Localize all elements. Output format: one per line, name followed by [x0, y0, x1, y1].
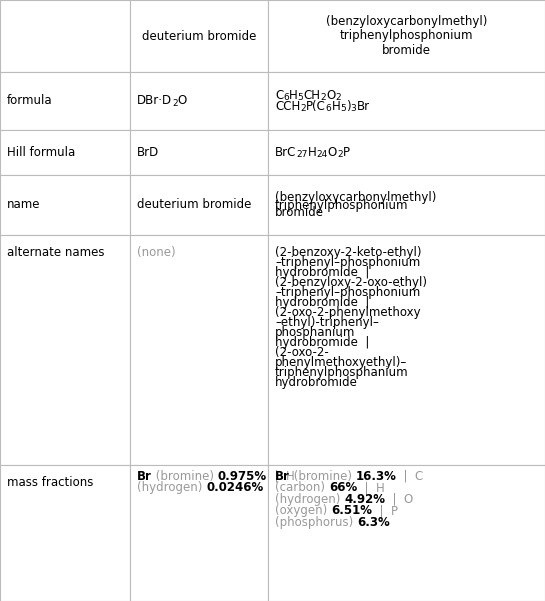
- Text: name: name: [7, 198, 40, 212]
- Text: 6: 6: [326, 104, 331, 113]
- Text: 66%: 66%: [329, 481, 357, 494]
- Text: 27: 27: [296, 150, 308, 159]
- Text: CH: CH: [304, 90, 320, 102]
- Text: DBr·D: DBr·D: [137, 94, 172, 108]
- Text: 24: 24: [317, 150, 328, 159]
- Text: –triphenyl–phosphonium: –triphenyl–phosphonium: [275, 286, 420, 299]
- Text: Br: Br: [137, 470, 152, 483]
- Bar: [130, 465, 268, 601]
- Text: 5: 5: [298, 93, 304, 102]
- Text: (2-oxo-2-: (2-oxo-2-: [275, 346, 329, 359]
- Text: 2: 2: [172, 99, 178, 108]
- Text: –triphenyl–phosphonium: –triphenyl–phosphonium: [275, 256, 420, 269]
- Text: (hydrogen): (hydrogen): [275, 493, 344, 506]
- Text: phosphanium: phosphanium: [275, 326, 355, 339]
- Bar: [268, 130, 545, 175]
- Text: |  O: | O: [385, 493, 413, 506]
- Text: ): ): [346, 100, 350, 113]
- Text: formula: formula: [7, 94, 53, 108]
- Text: (oxygen): (oxygen): [275, 504, 331, 517]
- Text: 4.92%: 4.92%: [344, 493, 385, 506]
- Text: 6.3%: 6.3%: [357, 516, 390, 529]
- Bar: [268, 175, 545, 235]
- Text: 2: 2: [335, 93, 341, 102]
- Text: C: C: [275, 90, 283, 102]
- Text: |  H: | H: [357, 481, 385, 494]
- Bar: [0, 0, 130, 72]
- Text: (bromine): (bromine): [290, 470, 356, 483]
- Text: H: H: [331, 100, 340, 113]
- Bar: [130, 175, 268, 235]
- Text: CCH: CCH: [275, 100, 300, 113]
- Text: hydrobromide  |: hydrobromide |: [275, 336, 370, 349]
- Text: Br: Br: [275, 470, 290, 483]
- Text: 16.3%: 16.3%: [356, 470, 397, 483]
- Bar: [130, 130, 268, 175]
- Text: (hydrogen): (hydrogen): [137, 481, 206, 494]
- Bar: [130, 235, 268, 465]
- Text: (phosphorus): (phosphorus): [275, 516, 357, 529]
- Text: 2: 2: [320, 93, 326, 102]
- Text: (benzyloxycarbonylmethyl)
triphenylphosphonium
bromide: (benzyloxycarbonylmethyl) triphenylphosp…: [326, 14, 487, 58]
- Text: (carbon): (carbon): [275, 481, 329, 494]
- Text: O: O: [178, 94, 187, 108]
- Text: O: O: [326, 90, 335, 102]
- Text: |  C: | C: [397, 470, 424, 483]
- Text: H: H: [289, 90, 298, 102]
- Text: 6: 6: [283, 93, 289, 102]
- Text: H: H: [308, 146, 317, 159]
- Bar: [0, 175, 130, 235]
- Text: 5: 5: [340, 104, 346, 113]
- Bar: [268, 465, 545, 601]
- Bar: [268, 0, 545, 72]
- Text: 0.975%: 0.975%: [217, 470, 267, 483]
- Text: Hill formula: Hill formula: [7, 146, 75, 159]
- Text: 0.0246%: 0.0246%: [206, 481, 263, 494]
- Text: alternate names: alternate names: [7, 246, 105, 259]
- Text: P(C: P(C: [306, 100, 326, 113]
- Text: 2: 2: [300, 104, 306, 113]
- Text: (benzyloxycarbonylmethyl): (benzyloxycarbonylmethyl): [275, 191, 437, 204]
- Text: deuterium bromide: deuterium bromide: [142, 29, 256, 43]
- Bar: [130, 72, 268, 130]
- Text: (bromine): (bromine): [152, 470, 217, 483]
- Text: O: O: [328, 146, 337, 159]
- Text: BrD: BrD: [137, 146, 159, 159]
- Text: hydrobromide  |: hydrobromide |: [275, 296, 370, 310]
- Text: triphenylphosphonium: triphenylphosphonium: [275, 198, 409, 212]
- Text: hydrobromide: hydrobromide: [275, 376, 358, 389]
- Text: –ethyl)-triphenyl–: –ethyl)-triphenyl–: [275, 316, 379, 329]
- Text: (2-benzoxy-2-keto-ethyl): (2-benzoxy-2-keto-ethyl): [275, 246, 421, 259]
- Text: (2-oxo-2-phenylmethoxy: (2-oxo-2-phenylmethoxy: [275, 307, 421, 319]
- Text: |  H: | H: [267, 470, 294, 483]
- Text: BrC: BrC: [275, 146, 296, 159]
- Text: P: P: [343, 146, 350, 159]
- Text: (none): (none): [137, 246, 175, 259]
- Text: 6.51%: 6.51%: [331, 504, 372, 517]
- Text: hydrobromide  |: hydrobromide |: [275, 266, 370, 279]
- Text: |  P: | P: [372, 504, 398, 517]
- Text: 2: 2: [337, 150, 343, 159]
- Bar: [0, 465, 130, 601]
- Bar: [0, 130, 130, 175]
- Text: deuterium bromide: deuterium bromide: [137, 198, 251, 212]
- Bar: [0, 235, 130, 465]
- Text: phenylmethoxyethyl)–: phenylmethoxyethyl)–: [275, 356, 407, 369]
- Text: triphenylphosphanium: triphenylphosphanium: [275, 366, 409, 379]
- Text: (2-benzyloxy-2-oxo-ethyl): (2-benzyloxy-2-oxo-ethyl): [275, 276, 427, 289]
- Text: bromide: bromide: [275, 207, 324, 219]
- Bar: [268, 235, 545, 465]
- Bar: [0, 72, 130, 130]
- Bar: [130, 0, 268, 72]
- Bar: [268, 72, 545, 130]
- Text: 3: 3: [350, 104, 356, 113]
- Text: mass fractions: mass fractions: [7, 476, 93, 489]
- Text: Br: Br: [356, 100, 370, 113]
